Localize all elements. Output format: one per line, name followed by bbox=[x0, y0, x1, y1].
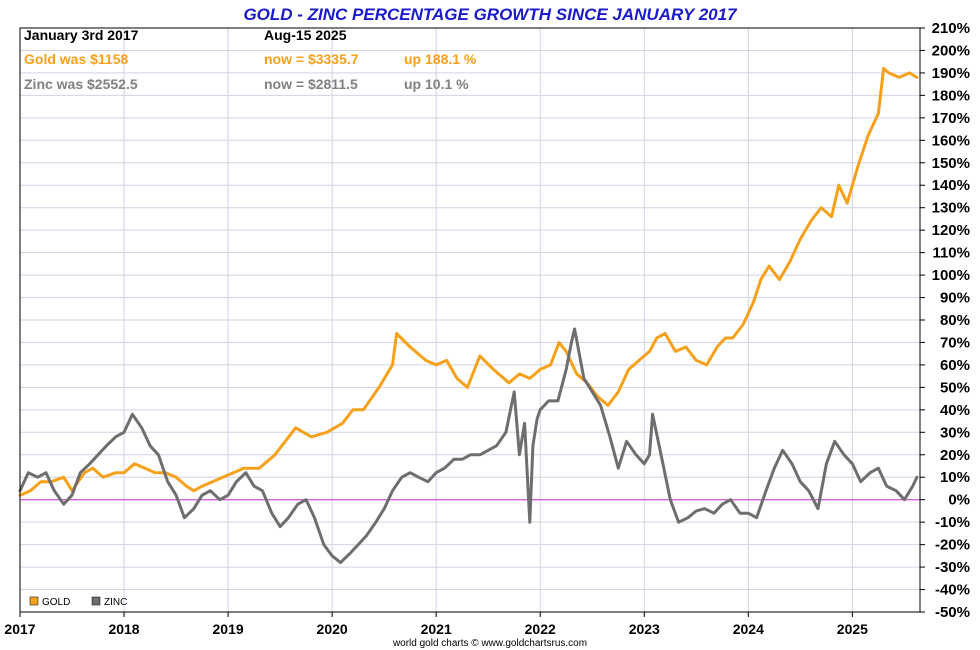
y-tick-label: 100% bbox=[932, 267, 970, 284]
chart-header: January 3rd 2017 Aug-15 2025 Gold was $1… bbox=[24, 27, 477, 92]
y-tick-label: 180% bbox=[932, 87, 970, 104]
series-line-zinc bbox=[18, 327, 919, 565]
y-tick-label: 140% bbox=[932, 177, 970, 194]
y-tick-label: 130% bbox=[932, 200, 970, 217]
legend-label-gold: GOLD bbox=[42, 597, 70, 608]
y-tick-label: 210% bbox=[932, 20, 970, 37]
x-tick-label: 2021 bbox=[421, 621, 452, 637]
y-tick-label: -10% bbox=[935, 514, 970, 531]
header-zinc-now: now = $2811.5 bbox=[264, 76, 358, 92]
series-line-gold bbox=[18, 66, 919, 497]
header-gold-now: now = $3335.7 bbox=[264, 51, 359, 67]
y-tick-label: 30% bbox=[940, 424, 970, 441]
header-gold-was: Gold was $1158 bbox=[24, 51, 128, 67]
x-axis: 2017 2018 2019 2020 2021 2022 2023 2024 2025 bbox=[4, 612, 868, 637]
header-zinc-was: Zinc was $2552.5 bbox=[24, 76, 138, 92]
y-tick-label: 10% bbox=[940, 469, 970, 486]
y-tick-label: 60% bbox=[940, 357, 970, 374]
y-tick-label: 40% bbox=[940, 402, 970, 419]
y-tick-label: -40% bbox=[935, 582, 970, 599]
y-tick-label: -30% bbox=[935, 559, 970, 576]
legend-swatch-zinc bbox=[91, 596, 101, 606]
x-tick-label: 2020 bbox=[317, 621, 348, 637]
y-axis: -50% -40% -30% -20% -10% 0% 10% 20% 30% 40% 50% 60%… bbox=[920, 20, 970, 621]
y-tick-label: 0% bbox=[948, 492, 970, 509]
header-gold-up: up 188.1 % bbox=[404, 51, 477, 67]
y-tick-label: 110% bbox=[932, 245, 970, 262]
y-tick-label: 170% bbox=[932, 110, 970, 127]
series-layer bbox=[18, 66, 919, 565]
y-tick-label: 50% bbox=[940, 379, 970, 396]
header-start-date: January 3rd 2017 bbox=[24, 27, 139, 43]
legend-swatch-gold bbox=[29, 596, 39, 606]
x-tick-label: 2022 bbox=[525, 621, 556, 637]
header-end-date: Aug-15 2025 bbox=[264, 27, 347, 43]
y-tick-label: 120% bbox=[932, 222, 970, 239]
legend-label-zinc: ZINC bbox=[104, 597, 127, 608]
x-tick-label: 2018 bbox=[108, 621, 139, 637]
x-tick-label: 2024 bbox=[733, 621, 764, 637]
y-tick-label: 80% bbox=[940, 312, 970, 329]
x-tick-label: 2023 bbox=[629, 621, 660, 637]
chart-title: GOLD - ZINC PERCENTAGE GROWTH SINCE JANU… bbox=[243, 5, 738, 24]
y-tick-label: 160% bbox=[932, 132, 970, 149]
y-tick-label: 200% bbox=[932, 42, 970, 59]
y-tick-label: 20% bbox=[940, 447, 970, 464]
x-tick-label: 2019 bbox=[213, 621, 244, 637]
header-zinc-up: up 10.1 % bbox=[404, 76, 469, 92]
y-tick-label: 70% bbox=[940, 334, 970, 351]
legend: GOLD ZINC bbox=[29, 596, 127, 608]
y-tick-label: 90% bbox=[940, 290, 970, 307]
y-tick-label: -50% bbox=[935, 604, 970, 621]
x-tick-label: 2025 bbox=[837, 621, 868, 637]
y-tick-label: 190% bbox=[932, 65, 970, 82]
y-tick-label: 150% bbox=[932, 155, 970, 172]
source-credit: world gold charts © www.goldchartsrus.co… bbox=[392, 638, 587, 649]
x-tick-label: 2017 bbox=[4, 621, 35, 637]
y-tick-label: -20% bbox=[935, 537, 970, 554]
